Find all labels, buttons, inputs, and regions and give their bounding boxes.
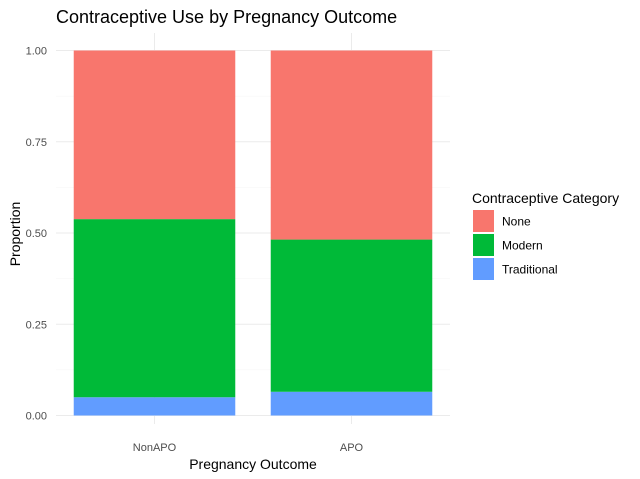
y-axis-ticks: 0.00 0.25 0.50 0.75 1.00 xyxy=(26,46,47,423)
y-tick-label: 0.00 xyxy=(26,411,47,423)
bar-apo-none xyxy=(270,50,433,240)
legend: Contraceptive Category None Modern Traditi… xyxy=(472,190,619,280)
legend-label-modern: Modern xyxy=(502,239,543,253)
bar-apo-modern xyxy=(270,239,433,392)
chart-title: Contraceptive Use by Pregnancy Outcome xyxy=(56,7,397,27)
y-tick-label: 0.25 xyxy=(26,319,47,331)
x-axis-ticks: NonAPO APO xyxy=(133,442,364,454)
x-tick-label: NonAPO xyxy=(133,442,177,454)
y-axis-title: Proportion xyxy=(7,202,23,267)
legend-title: Contraceptive Category xyxy=(472,190,619,206)
bar-nonapo-modern xyxy=(73,219,236,398)
bar-apo-traditional xyxy=(270,391,433,416)
y-tick-label: 0.75 xyxy=(26,137,47,149)
bar-nonapo-none xyxy=(73,50,236,220)
x-axis-title: Pregnancy Outcome xyxy=(189,456,317,472)
x-tick-label: APO xyxy=(340,442,364,454)
bars xyxy=(73,50,433,416)
legend-label-traditional: Traditional xyxy=(502,263,558,277)
legend-swatch-traditional xyxy=(473,258,494,280)
legend-label-none: None xyxy=(502,215,531,229)
legend-swatch-none xyxy=(473,210,494,232)
y-tick-label: 0.50 xyxy=(26,228,47,240)
legend-swatch-modern xyxy=(473,234,494,256)
y-tick-label: 1.00 xyxy=(26,46,47,58)
bar-nonapo-traditional xyxy=(73,397,236,416)
